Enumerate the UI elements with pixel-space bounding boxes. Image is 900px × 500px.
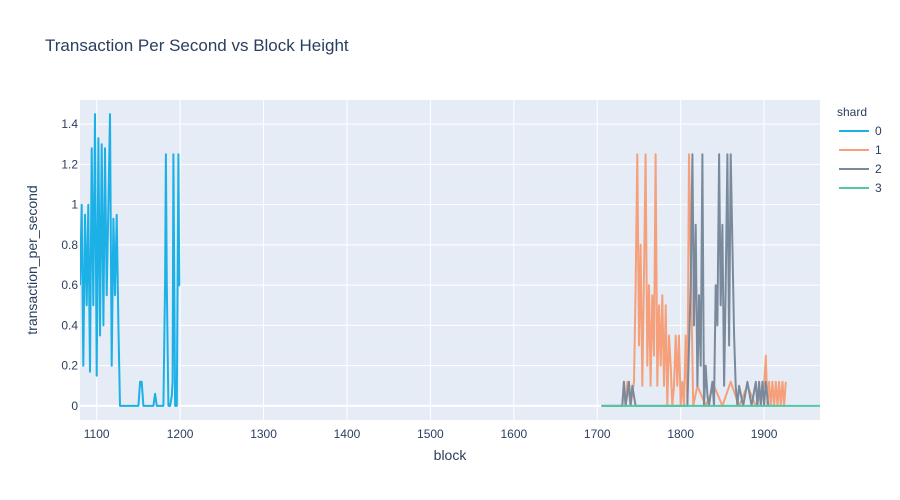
x-tick-label: 1600 xyxy=(500,427,527,441)
legend-label: 3 xyxy=(875,181,882,195)
legend-label: 0 xyxy=(875,124,882,138)
legend-item-3[interactable]: 3 xyxy=(839,181,882,195)
y-tick-label: 0.2 xyxy=(61,359,78,373)
chart-title: Transaction Per Second vs Block Height xyxy=(45,36,349,55)
y-tick-label: 0.6 xyxy=(61,278,78,292)
x-tick-label: 1700 xyxy=(584,427,611,441)
x-tick-label: 1100 xyxy=(84,427,110,441)
legend-label: 2 xyxy=(875,162,882,176)
series-layer xyxy=(80,113,820,407)
y-tick-label: 0.8 xyxy=(61,238,78,252)
y-tick-label: 0 xyxy=(71,399,78,413)
x-tick-label: 1200 xyxy=(167,427,194,441)
legend-item-1[interactable]: 1 xyxy=(839,143,882,157)
y-tick-label: 0.4 xyxy=(61,318,78,332)
x-tick-label: 1800 xyxy=(667,427,694,441)
series-line-0[interactable] xyxy=(80,113,181,407)
legend-item-0[interactable]: 0 xyxy=(839,124,882,138)
series-line-1[interactable] xyxy=(601,153,787,407)
y-axis-ticks: 0 0.2 0.4 0.6 0.8 1 1.2 1.4 xyxy=(61,117,78,413)
y-tick-label: 1.2 xyxy=(61,157,78,171)
legend: shard 0 1 2 3 xyxy=(837,105,882,195)
legend-title: shard xyxy=(837,105,867,119)
plot-background xyxy=(80,100,820,420)
y-axis-title: transaction_per_second xyxy=(24,185,40,334)
x-axis-title: block xyxy=(434,447,468,463)
x-tick-label: 1300 xyxy=(250,427,277,441)
legend-label: 1 xyxy=(875,143,882,157)
y-tick-label: 1.4 xyxy=(61,117,78,131)
legend-items: 0 1 2 3 xyxy=(839,124,882,195)
x-tick-label: 1400 xyxy=(334,427,361,441)
x-tick-label: 1500 xyxy=(417,427,444,441)
x-tick-label: 1900 xyxy=(751,427,778,441)
y-tick-label: 1 xyxy=(71,198,78,212)
legend-item-2[interactable]: 2 xyxy=(839,162,882,176)
x-axis-ticks: 1100 1200 1300 1400 1500 1600 1700 1800 1900 xyxy=(84,427,778,441)
